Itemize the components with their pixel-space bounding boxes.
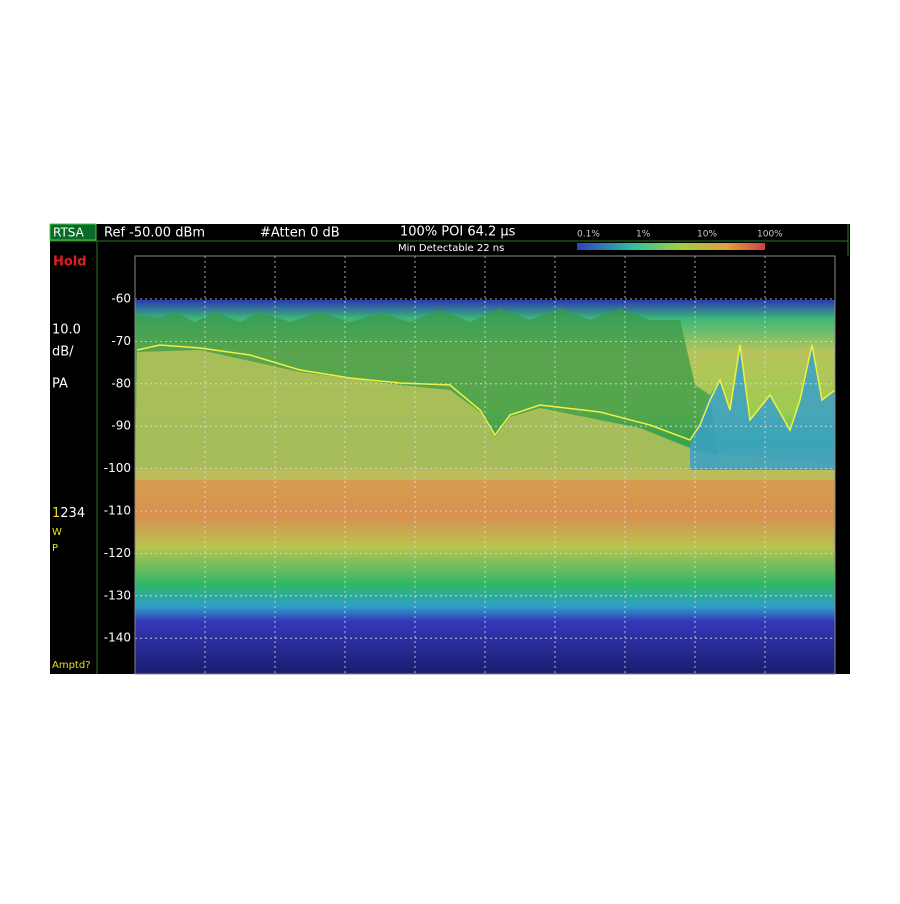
mode: RTSA [53, 226, 85, 240]
mode-box [49, 223, 97, 241]
scale-label: 100% [757, 230, 783, 240]
scale-label: 10% [697, 230, 717, 240]
y-axis-label: -120 [104, 546, 131, 560]
traces: 1234 [52, 506, 85, 521]
burst-density [690, 345, 835, 470]
trace-mode: W [52, 527, 62, 538]
attenuation: #Atten 0 dB [260, 226, 340, 241]
ref-level: Ref -50.00 dBm [104, 226, 205, 241]
trace [136, 344, 836, 441]
scale-label: 1% [636, 230, 651, 240]
color-scale-bar [577, 243, 765, 250]
y-axis-label: -70 [111, 334, 131, 348]
y-axis-label: -90 [111, 419, 131, 433]
prompt: Amptd? [52, 660, 91, 671]
active-trace: 1 [52, 506, 60, 521]
signal-density [135, 350, 835, 480]
y-axis-label: -110 [104, 504, 131, 518]
min-detectable: Min Detectable 22 ns [398, 243, 504, 254]
poi: 100% POI 64.2 µs [400, 225, 516, 240]
scale: 10.0 [52, 323, 81, 338]
scale-label: 0.1% [577, 230, 600, 240]
y-axis-label: -80 [111, 376, 131, 390]
other-traces: 234 [60, 506, 85, 521]
detector: PA [52, 377, 68, 392]
scale-unit: dB/ [52, 345, 74, 360]
y-axis-label: -140 [104, 631, 131, 645]
y-axis-label: -60 [111, 292, 131, 306]
status: Hold [53, 255, 87, 270]
trace-type: P [52, 543, 58, 554]
y-axis-label: -130 [104, 588, 131, 602]
y-axis-label: -100 [104, 461, 131, 475]
plot-frame [134, 255, 836, 675]
